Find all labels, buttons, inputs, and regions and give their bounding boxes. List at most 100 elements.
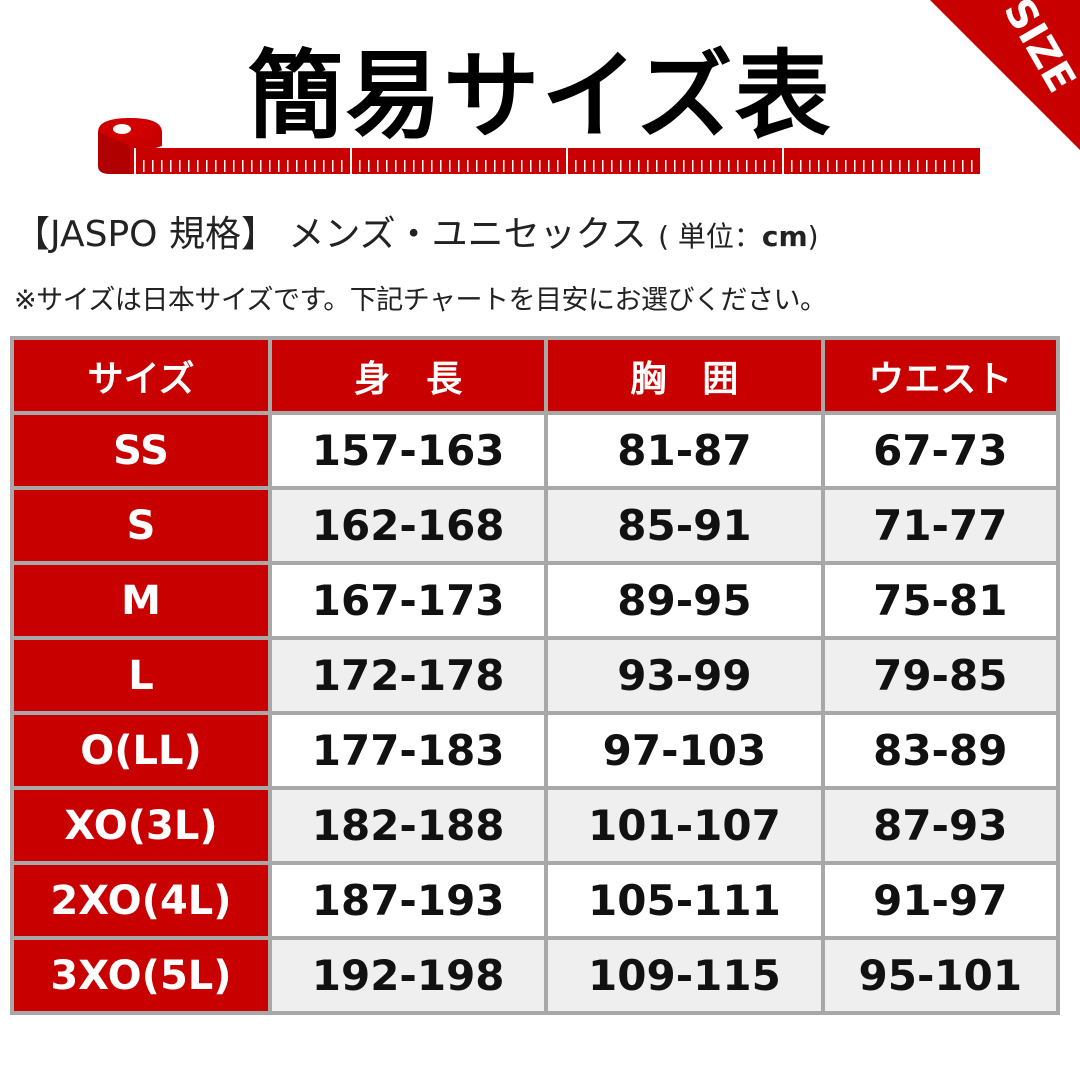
tape-tick	[314, 160, 316, 172]
tape-tick	[350, 148, 352, 174]
tape-tick	[278, 160, 280, 172]
size-table: サイズ 身 長 胸 囲 ウエスト SS 157-163 81-87 67-73 S 162…	[10, 336, 1060, 1015]
cell-chest: 85-91	[548, 490, 821, 561]
cell-height: 177-183	[272, 715, 545, 786]
cell-chest: 101-107	[548, 790, 821, 861]
tape-tick	[332, 160, 334, 172]
tape-tick	[584, 160, 586, 172]
subtitle: 【JASPO 規格】 メンズ・ユニセックス ( 単位：cm)	[14, 205, 819, 257]
tape-tick	[143, 160, 145, 172]
tape-tick	[926, 160, 928, 172]
tape-tick	[917, 160, 919, 172]
cell-waist: 71-77	[824, 490, 1056, 561]
cell-waist: 79-85	[824, 640, 1056, 711]
tape-tick	[422, 160, 424, 172]
size-corner-badge: SIZE	[930, 0, 1080, 150]
measuring-tape-icon	[98, 118, 980, 174]
cell-size: SS	[14, 415, 268, 486]
cell-size: 3XO(5L)	[14, 940, 268, 1011]
tape-tick	[971, 160, 973, 172]
tape-tick	[413, 160, 415, 172]
tape-tick	[386, 160, 388, 172]
tape-tick	[134, 148, 136, 174]
tape-tick	[674, 160, 676, 172]
cell-height: 167-173	[272, 565, 545, 636]
cell-chest: 89-95	[548, 565, 821, 636]
tape-tick	[881, 160, 883, 172]
tape-tick	[647, 160, 649, 172]
tape-tick	[854, 160, 856, 172]
tape-tick	[269, 160, 271, 172]
tape-tick	[179, 160, 181, 172]
tape-tick	[593, 160, 595, 172]
tape-tick	[197, 160, 199, 172]
tape-tick	[530, 160, 532, 172]
tape-tick	[728, 160, 730, 172]
category-label: メンズ・ユニセックス	[288, 214, 647, 255]
tape-tick	[863, 160, 865, 172]
tape-tick	[656, 160, 658, 172]
page-title: 簡易サイズ表	[247, 40, 833, 152]
tape-tick	[404, 160, 406, 172]
tape-tick	[368, 160, 370, 172]
tape-tick	[548, 160, 550, 172]
tape-tick	[800, 160, 802, 172]
tape-tick	[521, 160, 523, 172]
tape-tick	[602, 160, 604, 172]
cell-waist: 91-97	[824, 865, 1056, 936]
tape-tick	[557, 160, 559, 172]
tape-tick	[611, 160, 613, 172]
tape-tick	[566, 148, 568, 174]
cell-height: 162-168	[272, 490, 545, 561]
tape-tick	[836, 160, 838, 172]
tape-tick	[782, 148, 784, 174]
tape-tick	[710, 160, 712, 172]
tape-tick	[872, 160, 874, 172]
tape-tick	[746, 160, 748, 172]
tape-tick	[503, 160, 505, 172]
tape-tick	[638, 160, 640, 172]
tape-tick	[215, 160, 217, 172]
tape-tick	[224, 160, 226, 172]
size-note: ※サイズは日本サイズです。下記チャートを目安にお選びください。	[14, 285, 827, 316]
tape-tick	[827, 160, 829, 172]
tape-tick	[620, 160, 622, 172]
tape-tick	[944, 160, 946, 172]
tape-tick	[512, 160, 514, 172]
tape-tick	[206, 160, 208, 172]
tape-tick	[296, 160, 298, 172]
tape-tick	[773, 160, 775, 172]
table-row: 3XO(5L) 192-198 109-115 95-101	[14, 940, 1056, 1011]
table-row: S 162-168 85-91 71-77	[14, 490, 1056, 561]
tape-tick	[494, 160, 496, 172]
tape-tick	[359, 160, 361, 172]
tape-tick	[764, 160, 766, 172]
table-row: L 172-178 93-99 79-85	[14, 640, 1056, 711]
tape-tick	[908, 160, 910, 172]
tape-tick	[665, 160, 667, 172]
tape-tick	[485, 160, 487, 172]
cell-height: 172-178	[272, 640, 545, 711]
tape-tick	[575, 160, 577, 172]
tape-tick	[719, 160, 721, 172]
tape-tick	[287, 160, 289, 172]
cell-waist: 75-81	[824, 565, 1056, 636]
table-row: SS 157-163 81-87 67-73	[14, 415, 1056, 486]
tape-tick	[629, 160, 631, 172]
tape-tick	[233, 160, 235, 172]
tape-tick	[953, 160, 955, 172]
tape-tick	[935, 160, 937, 172]
cell-chest: 93-99	[548, 640, 821, 711]
cell-height: 192-198	[272, 940, 545, 1011]
table-row: 2XO(4L) 187-193 105-111 91-97	[14, 865, 1056, 936]
cell-height: 187-193	[272, 865, 545, 936]
standard-label: 【JASPO 規格】	[14, 214, 277, 255]
tape-tick	[323, 160, 325, 172]
cell-waist: 67-73	[824, 415, 1056, 486]
tape-tick	[458, 160, 460, 172]
tape-tick	[161, 160, 163, 172]
header-waist: ウエスト	[824, 340, 1056, 411]
tape-tick	[188, 160, 190, 172]
tape-tick	[845, 160, 847, 172]
tape-tick	[449, 160, 451, 172]
